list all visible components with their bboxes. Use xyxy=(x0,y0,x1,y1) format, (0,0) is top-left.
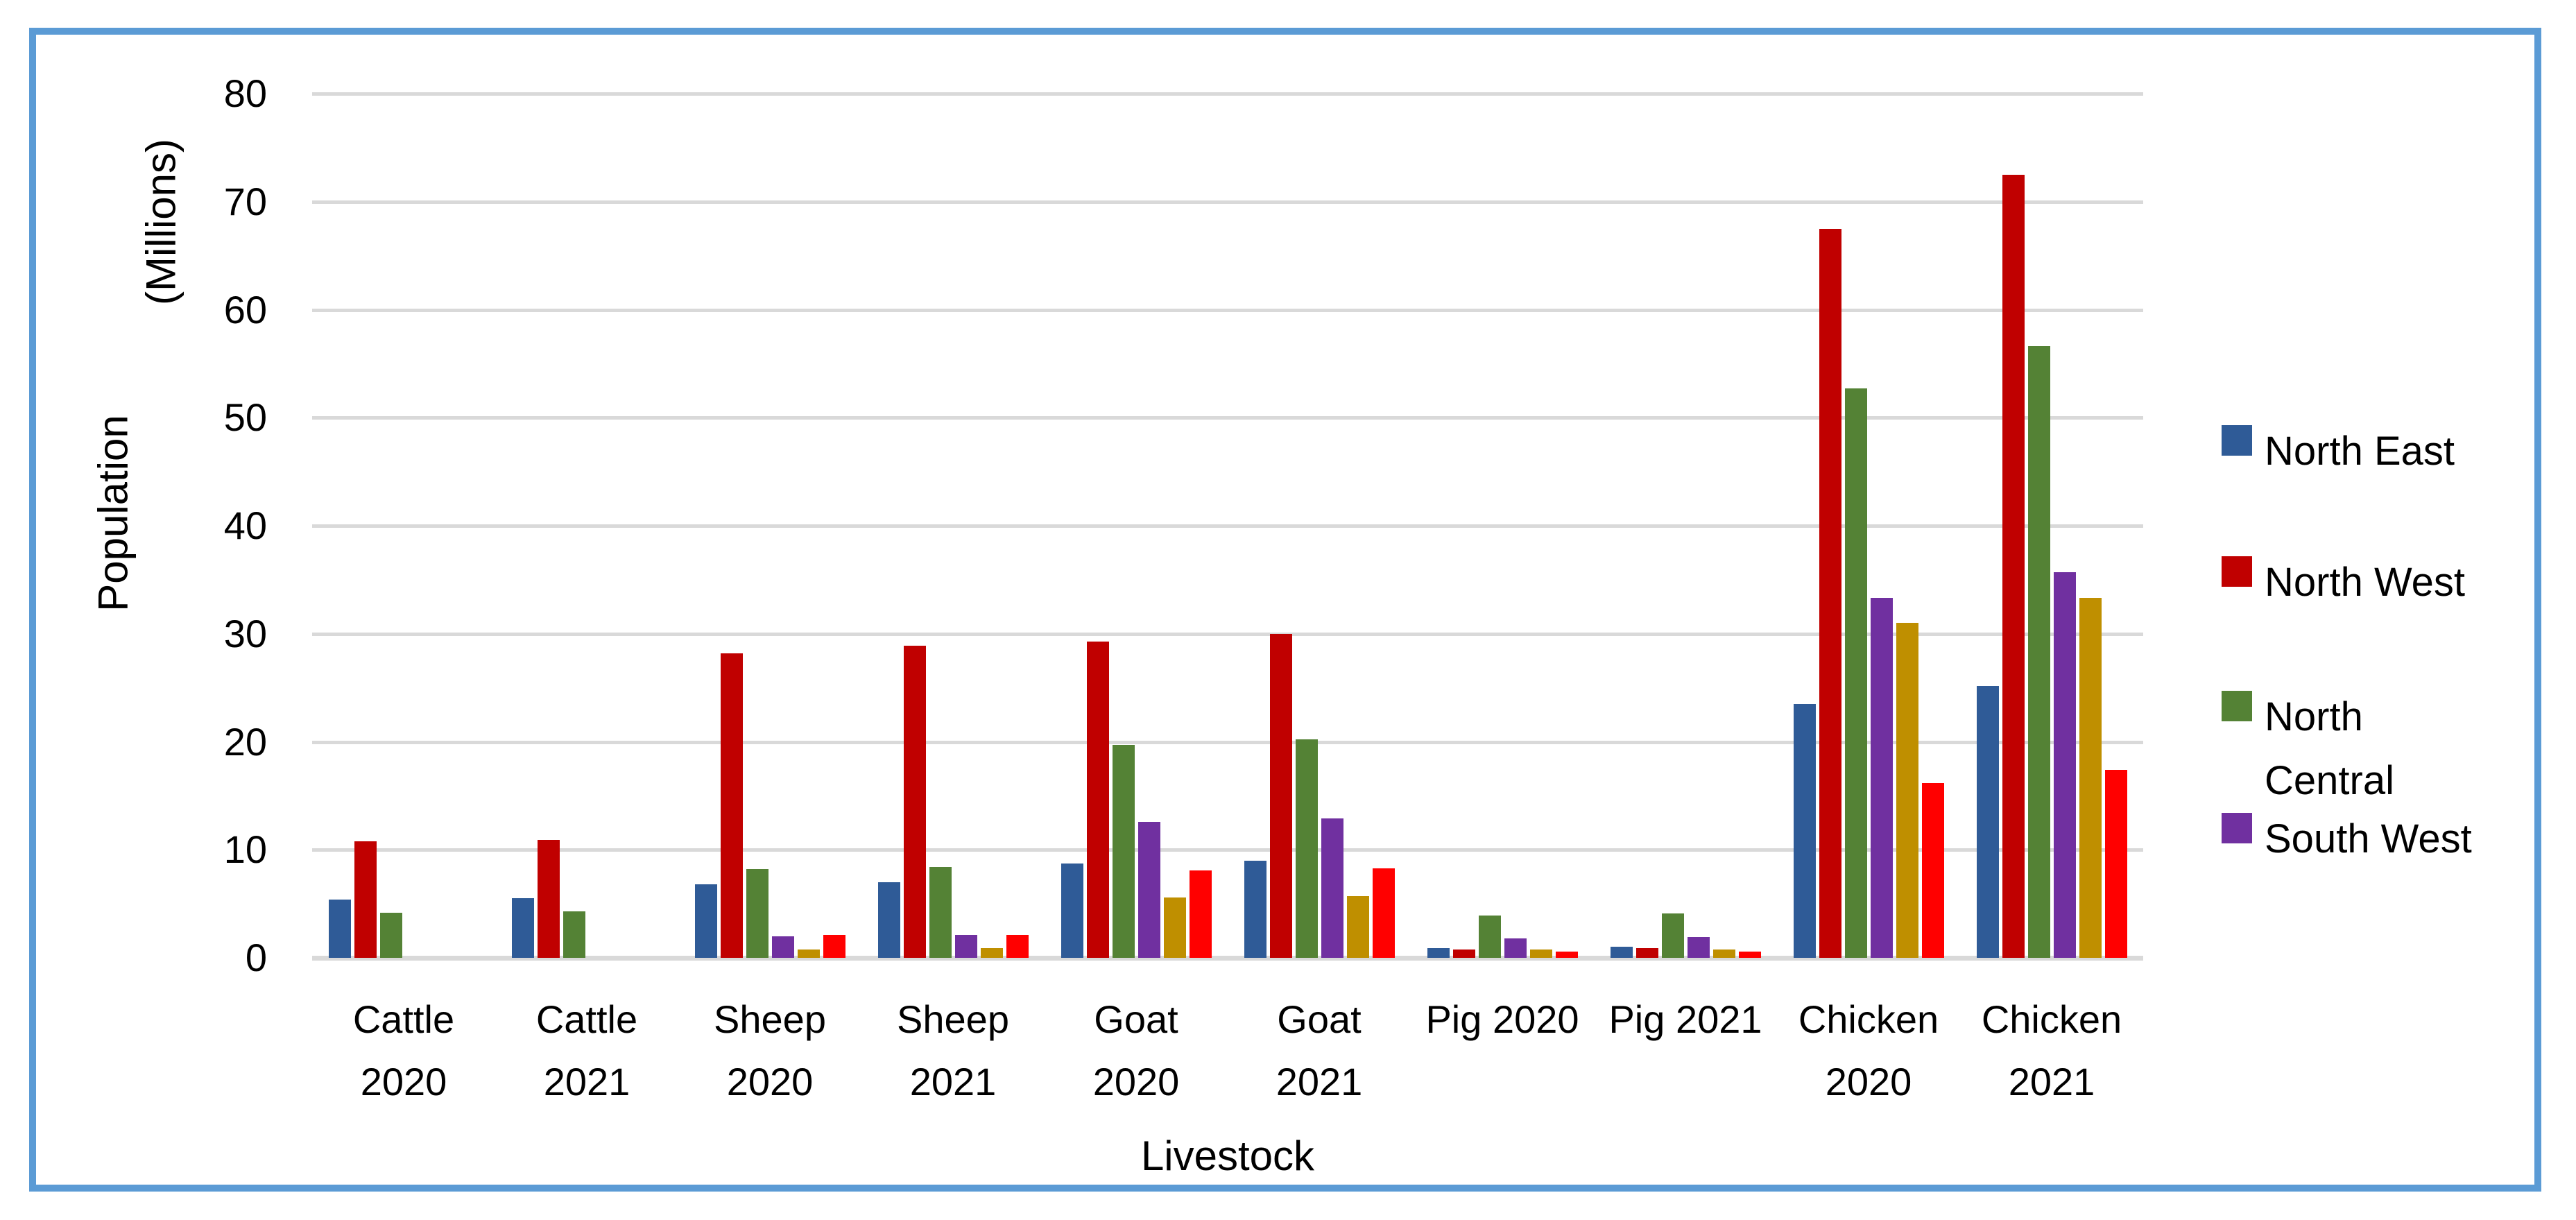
x-category-label: Cattle 2021 xyxy=(535,997,638,1103)
bar xyxy=(511,898,534,958)
y-tick-label: 60 xyxy=(223,287,267,332)
bar xyxy=(929,867,952,958)
gridline xyxy=(312,632,2143,636)
y-axis-title-line-1: Population xyxy=(89,415,137,612)
x-category-label: Sheep 2020 xyxy=(714,997,826,1103)
bar xyxy=(1163,897,1186,958)
bar xyxy=(2053,572,2076,958)
bar xyxy=(1635,947,1658,958)
legend-swatch xyxy=(2222,556,2252,587)
bar xyxy=(2027,346,2050,958)
x-category-label: Chicken 2021 xyxy=(1981,997,2122,1103)
x-category-label: Pig 2020 xyxy=(1425,997,1579,1041)
bar xyxy=(2104,769,2127,958)
bar xyxy=(1712,949,1735,958)
gridline xyxy=(312,200,2143,204)
bar xyxy=(720,653,743,958)
bar xyxy=(877,882,900,958)
y-tick-label: 0 xyxy=(245,936,267,979)
legend-item-label: North Central xyxy=(2265,694,2394,803)
x-category-label: Goat 2020 xyxy=(1092,997,1180,1103)
y-tick-label: 10 xyxy=(223,827,267,872)
gridline xyxy=(312,92,2143,96)
bar xyxy=(1112,745,1135,958)
gridline xyxy=(312,524,2143,528)
legend-swatch xyxy=(2222,691,2252,721)
legend-swatch xyxy=(2222,425,2252,456)
bar xyxy=(1610,947,1633,958)
bar xyxy=(1529,949,1552,958)
bar xyxy=(328,899,351,958)
bar xyxy=(1452,949,1475,958)
x-axis-baseline xyxy=(312,956,2143,961)
legend-item-label: North West xyxy=(2265,560,2466,605)
bar xyxy=(1061,864,1083,958)
bar xyxy=(1555,951,1578,958)
bar xyxy=(1793,703,1816,958)
bar xyxy=(1269,633,1292,958)
x-category-label: Sheep 2021 xyxy=(897,997,1009,1103)
gridline xyxy=(312,308,2143,312)
bar xyxy=(1244,860,1266,958)
bar xyxy=(1295,739,1318,958)
bar xyxy=(1921,782,1944,958)
x-category-label: Chicken 2020 xyxy=(1798,997,1939,1103)
bar xyxy=(1661,913,1684,958)
y-tick-label: 50 xyxy=(223,395,267,440)
y-tick-label: 80 xyxy=(223,71,267,115)
bar xyxy=(563,911,585,958)
bar xyxy=(980,947,1003,958)
x-category-label: Goat 2021 xyxy=(1276,997,1363,1103)
y-tick-label: 30 xyxy=(223,611,267,655)
bar xyxy=(1478,916,1501,958)
bar xyxy=(1738,951,1761,958)
bar xyxy=(537,840,560,958)
legend-swatch xyxy=(2222,813,2252,843)
bar xyxy=(1189,870,1212,958)
bar xyxy=(1844,388,1867,958)
bar xyxy=(1086,641,1109,958)
bar xyxy=(1346,896,1369,958)
bar xyxy=(1504,938,1527,958)
bar xyxy=(797,949,820,958)
x-category-label: Pig 2021 xyxy=(1608,997,1762,1041)
bar xyxy=(694,884,717,958)
legend-item-label: North East xyxy=(2265,429,2455,474)
x-axis-title: Livestock xyxy=(1140,1133,1315,1179)
y-axis-title-line-2: (Millions) xyxy=(137,139,184,305)
y-tick-label: 70 xyxy=(223,179,267,223)
chart-frame: 0 10 20 30 40 50 60 70 80 Cattle 2020 Cattle 2021 Sh… xyxy=(29,28,2541,1192)
bar xyxy=(1976,685,1999,958)
bar xyxy=(1687,937,1710,958)
bar xyxy=(2079,598,2102,958)
gridline xyxy=(312,848,2143,852)
y-tick-label: 20 xyxy=(223,719,267,764)
bar xyxy=(1006,935,1029,958)
gridline xyxy=(312,740,2143,744)
legend-item-label: South West xyxy=(2265,816,2472,861)
bar xyxy=(379,912,402,958)
bar xyxy=(1427,947,1450,958)
x-category-label: Cattle 2020 xyxy=(352,997,455,1103)
bar xyxy=(1137,821,1160,958)
y-tick-label: 40 xyxy=(223,504,267,547)
bar xyxy=(2002,174,2025,958)
bar xyxy=(1896,623,1918,958)
bar xyxy=(903,645,926,958)
bar xyxy=(1819,228,1841,958)
bar xyxy=(1870,598,1893,958)
bar xyxy=(746,869,768,958)
bar xyxy=(354,841,377,958)
bar xyxy=(1372,868,1395,958)
bar xyxy=(1321,818,1343,958)
bar xyxy=(771,936,794,958)
gridline xyxy=(312,416,2143,420)
bar xyxy=(823,935,845,958)
bar xyxy=(954,935,977,958)
